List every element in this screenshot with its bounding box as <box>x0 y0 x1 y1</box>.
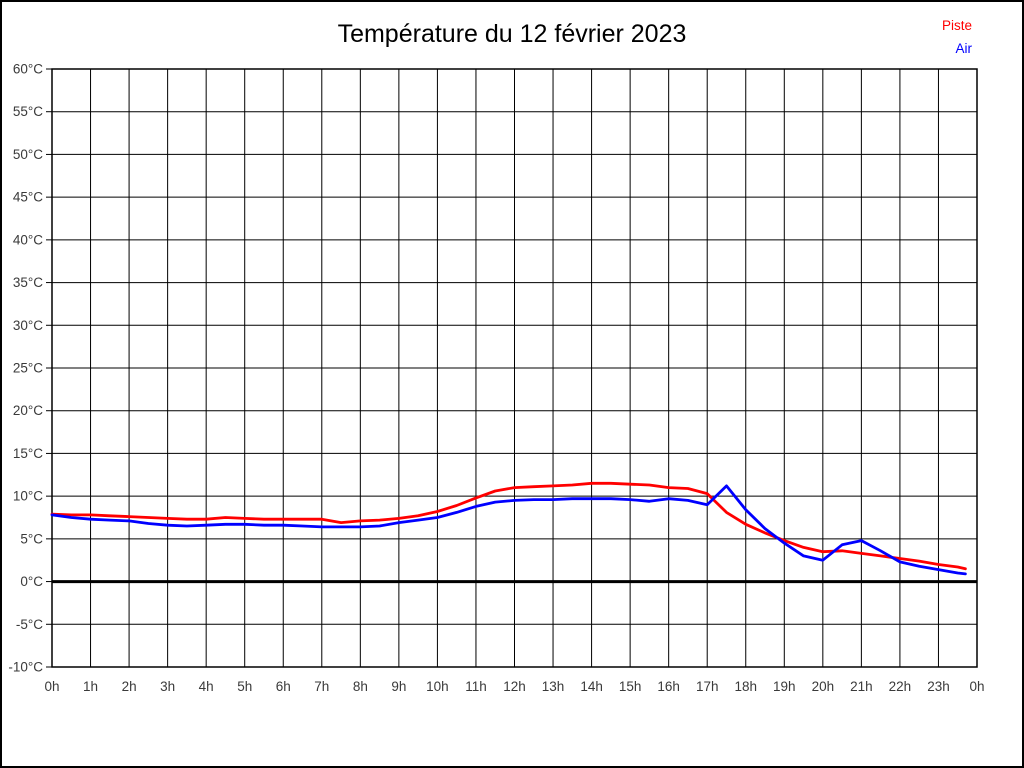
x-axis-label: 6h <box>276 679 291 694</box>
x-axis-label: 3h <box>160 679 175 694</box>
y-axis-label: 0°C <box>20 574 43 589</box>
x-axis-label: 22h <box>889 679 912 694</box>
x-axis-label: 11h <box>465 679 487 694</box>
y-axis-label: -5°C <box>16 617 43 632</box>
series-line-piste <box>50 481 967 571</box>
y-axis-label: 15°C <box>13 446 43 461</box>
x-axis-label: 4h <box>199 679 214 694</box>
x-axis-label: 5h <box>237 679 252 694</box>
x-axis-label: 9h <box>391 679 406 694</box>
x-axis-label: 12h <box>503 679 526 694</box>
x-axis-label: 20h <box>812 679 835 694</box>
x-axis-label: 14h <box>580 679 603 694</box>
chart-title: Température du 12 février 2023 <box>337 20 687 48</box>
x-axis-label: 2h <box>122 679 137 694</box>
x-axis-label: 7h <box>314 679 329 694</box>
y-axis-label: 30°C <box>13 318 43 333</box>
x-axis-label: 0h <box>44 679 59 694</box>
y-axis-label: -10°C <box>8 660 43 675</box>
y-axis-label: 20°C <box>13 403 43 418</box>
x-axis-label: 16h <box>657 679 680 694</box>
x-axis-label: 19h <box>773 679 796 694</box>
y-axis-label: 55°C <box>13 104 43 119</box>
x-axis-label: 10h <box>426 679 449 694</box>
x-axis-label: 8h <box>353 679 368 694</box>
x-axis-label: 21h <box>850 679 873 694</box>
x-axis-label: 23h <box>927 679 950 694</box>
x-axis-label: 15h <box>619 679 642 694</box>
x-axis-label: 18h <box>734 679 757 694</box>
y-axis-label: 10°C <box>13 489 43 504</box>
x-axis-label: 1h <box>83 679 98 694</box>
legend: Piste Air <box>942 14 972 60</box>
y-axis-label: 45°C <box>13 190 43 205</box>
y-axis-label: 50°C <box>13 147 43 162</box>
y-axis-label: 5°C <box>20 531 43 546</box>
x-axis-label: 0h <box>969 679 984 694</box>
y-axis-label: 25°C <box>13 361 43 376</box>
series-line-air <box>50 484 967 576</box>
y-axis-label: 35°C <box>13 275 43 290</box>
x-axis-label: 13h <box>542 679 565 694</box>
y-axis-label: 40°C <box>13 232 43 247</box>
legend-item-piste: Piste <box>941 18 972 33</box>
y-axis-label: 60°C <box>13 62 43 77</box>
x-axis-label: 17h <box>696 679 719 694</box>
legend-item-air: Air <box>955 41 973 56</box>
